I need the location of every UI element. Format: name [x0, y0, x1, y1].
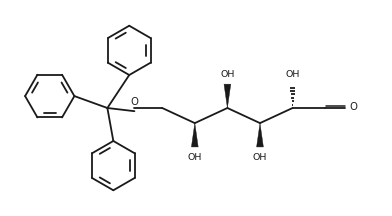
- Text: OH: OH: [253, 153, 267, 162]
- Text: O: O: [130, 97, 138, 107]
- Polygon shape: [257, 123, 263, 147]
- Text: O: O: [349, 102, 357, 112]
- Text: OH: OH: [285, 70, 300, 79]
- Text: OH: OH: [188, 153, 202, 162]
- Text: OH: OH: [220, 70, 234, 79]
- Polygon shape: [224, 84, 231, 108]
- Polygon shape: [191, 123, 198, 147]
